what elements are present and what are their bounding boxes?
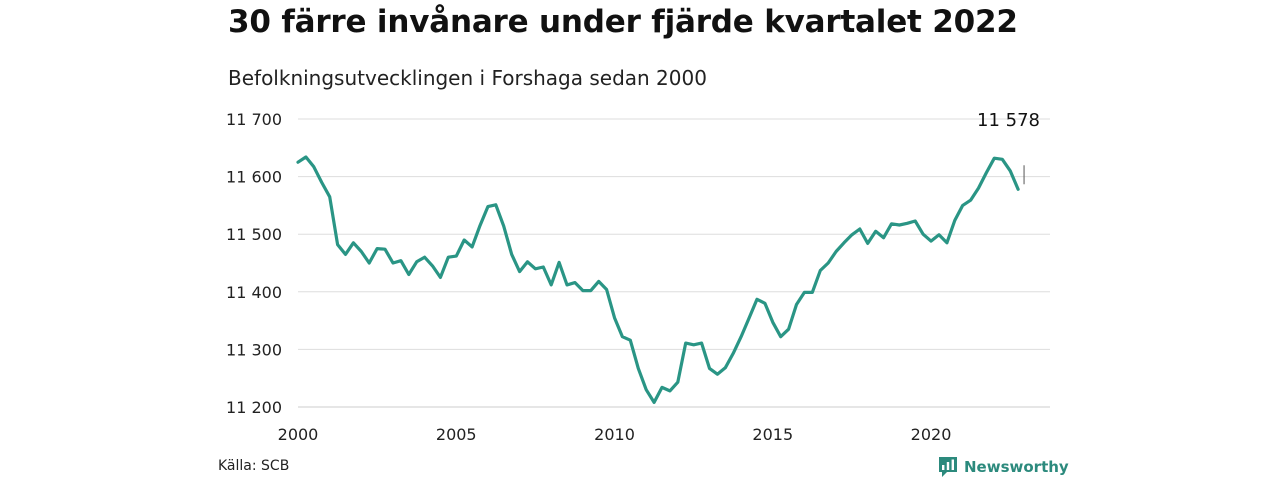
y-tick-label: 11 700 (226, 110, 282, 129)
chart-title: 30 färre invånare under fjärde kvartalet… (228, 4, 1018, 40)
series-layer (296, 155, 1020, 404)
brand-name: Newsworthy (964, 458, 1069, 476)
y-tick-label: 11 400 (226, 283, 282, 302)
series-line (296, 155, 1020, 404)
x-tick-label: 2005 (436, 425, 477, 444)
chart-subtitle: Befolkningsutvecklingen i Forshaga sedan… (228, 66, 707, 90)
brand[interactable]: Newsworthy (938, 456, 1069, 478)
grid-lines (298, 118, 1050, 408)
x-axis: 2000 2005 2010 2015 2020 (278, 406, 1050, 444)
x-tick-label: 2015 (752, 425, 793, 444)
x-tick-label: 2020 (911, 425, 952, 444)
y-tick-label: 11 600 (226, 168, 282, 187)
y-axis: 11 200 11 300 11 400 11 500 11 600 11 700 (226, 110, 282, 417)
annotation-label: 11 578 (977, 110, 1040, 131)
y-tick-label: 11 300 (226, 340, 282, 359)
x-tick-label: 2000 (278, 425, 319, 444)
newsworthy-logo-icon (939, 457, 957, 477)
x-tick-label: 2010 (594, 425, 635, 444)
y-tick-label: 11 200 (226, 398, 282, 417)
source-note: Källa: SCB (218, 458, 290, 474)
y-tick-label: 11 500 (226, 225, 282, 244)
annotations: 11 578 (977, 110, 1040, 185)
